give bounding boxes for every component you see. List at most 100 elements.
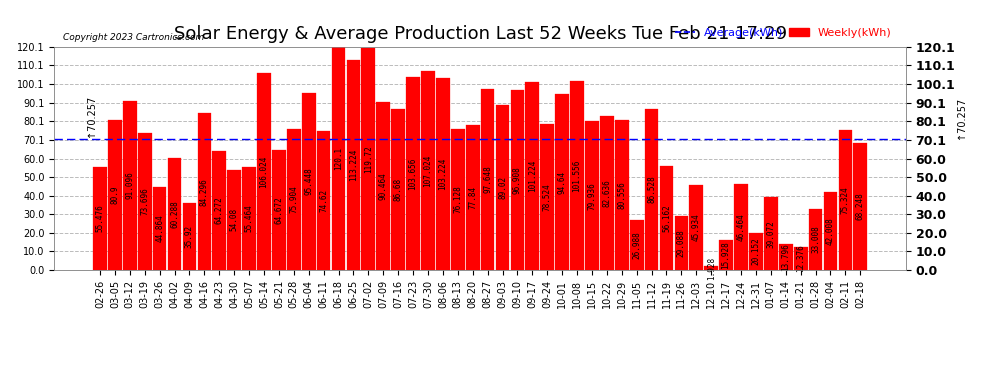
Bar [346,60,360,270]
Bar [167,158,181,270]
Bar [197,113,211,270]
Bar [152,187,166,270]
Text: 56.162: 56.162 [662,204,671,232]
Text: 90.464: 90.464 [379,172,388,200]
Text: 86.528: 86.528 [647,176,656,204]
Text: 95.448: 95.448 [304,168,313,195]
Bar [93,167,107,270]
Bar [779,244,793,270]
Text: 15.928: 15.928 [722,242,731,269]
Bar [257,73,271,270]
Text: 12.376: 12.376 [796,244,805,272]
Text: 101.556: 101.556 [572,159,581,192]
Bar [450,129,464,270]
Text: 103.224: 103.224 [439,158,447,190]
Bar [228,170,241,270]
Bar [272,150,286,270]
Bar [839,130,852,270]
Text: 74.62: 74.62 [319,189,328,212]
Bar [764,197,778,270]
Bar [749,232,763,270]
Text: ↑70.257: ↑70.257 [956,97,966,140]
Text: 91.096: 91.096 [126,171,135,199]
Text: 86.68: 86.68 [394,178,403,201]
Text: 20.152: 20.152 [751,237,760,265]
Bar [391,109,405,270]
Bar [317,131,331,270]
Text: 73.696: 73.696 [141,188,149,215]
Text: 26.988: 26.988 [633,231,642,259]
Bar [526,82,540,270]
Text: 107.024: 107.024 [424,154,433,187]
Text: 1.928: 1.928 [707,256,716,280]
Text: 54.08: 54.08 [230,208,239,231]
Bar [496,105,510,270]
Text: 55.464: 55.464 [245,205,253,232]
Bar [436,78,449,270]
Text: 96.908: 96.908 [513,166,522,194]
Bar [481,88,494,270]
Bar [570,81,584,270]
Bar [243,167,256,270]
Text: 106.024: 106.024 [259,155,268,188]
Text: 80.9: 80.9 [111,186,120,204]
Bar [674,216,688,270]
Text: 64.672: 64.672 [274,196,283,224]
Text: 103.656: 103.656 [409,158,418,190]
Text: 75.324: 75.324 [841,186,849,214]
Bar [735,184,747,270]
Bar [585,122,599,270]
Bar [809,209,823,270]
Text: 39.072: 39.072 [766,220,775,248]
Text: 68.248: 68.248 [855,193,865,220]
Text: 78.524: 78.524 [543,183,551,211]
Text: 77.84: 77.84 [468,186,477,209]
Text: 119.72: 119.72 [364,145,373,172]
Text: 76.128: 76.128 [453,185,462,213]
Text: 45.934: 45.934 [692,213,701,241]
Text: 82.636: 82.636 [602,179,612,207]
Bar [555,94,569,270]
Text: 120.1: 120.1 [334,147,343,170]
Bar [361,48,375,270]
Bar [182,203,196,270]
Bar [511,90,525,270]
Text: Copyright 2023 Cartronics.com: Copyright 2023 Cartronics.com [63,33,204,42]
Bar [615,120,629,270]
Text: 94.64: 94.64 [557,171,566,194]
Text: 113.224: 113.224 [348,148,358,181]
Text: 97.648: 97.648 [483,165,492,193]
Text: 35.92: 35.92 [185,225,194,248]
Bar [466,125,479,270]
Text: 42.008: 42.008 [826,217,835,245]
Bar [302,93,316,270]
Bar [644,109,658,270]
Text: 64.272: 64.272 [215,196,224,224]
Bar [600,117,614,270]
Bar [853,143,867,270]
Bar [123,101,137,270]
Bar [689,184,703,270]
Text: 29.088: 29.088 [677,229,686,257]
Bar [720,240,733,270]
Bar [421,71,435,270]
Bar [541,124,554,270]
Bar [332,47,346,270]
Bar [794,247,808,270]
Text: 80.556: 80.556 [618,181,627,209]
Bar [630,220,644,270]
Bar [287,129,301,270]
Bar [704,266,718,270]
Bar [108,120,122,270]
Text: 89.02: 89.02 [498,176,507,199]
Title: Solar Energy & Average Production Last 52 Weeks Tue Feb 21 17:29: Solar Energy & Average Production Last 5… [173,24,787,42]
Legend: Average(kWh), Weekly(kWh): Average(kWh), Weekly(kWh) [670,23,896,42]
Text: ↑70.257: ↑70.257 [86,94,96,137]
Text: 75.904: 75.904 [289,186,298,213]
Text: 13.796: 13.796 [781,243,790,271]
Text: 101.224: 101.224 [528,160,537,192]
Bar [824,192,838,270]
Text: 84.296: 84.296 [200,178,209,206]
Text: 60.288: 60.288 [170,200,179,228]
Text: 79.936: 79.936 [587,182,596,210]
